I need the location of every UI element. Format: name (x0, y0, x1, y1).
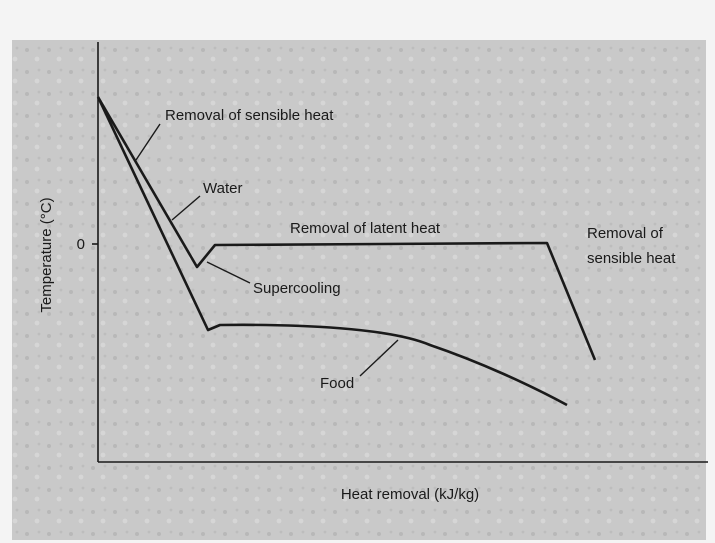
food-curve (96, 96, 568, 407)
annotation: Removal of (587, 225, 664, 242)
x-axis-label: Heat removal (kJ/kg) (341, 486, 479, 503)
annotation: Removal of sensible heat (165, 107, 334, 124)
water-curve (96, 96, 597, 361)
annotation: Removal of latent heat (290, 220, 441, 237)
leader (359, 339, 399, 377)
annotation: sensible heat (587, 250, 676, 267)
leader (206, 261, 251, 284)
annotation: Water (203, 180, 242, 197)
leader (135, 123, 161, 161)
y-axis-label: Temperature (°C) (38, 197, 55, 312)
annotation: Food (320, 375, 354, 392)
leader (171, 195, 201, 221)
background-panel (12, 40, 706, 540)
annotation: Supercooling (253, 280, 341, 297)
y-tick-label: 0 (77, 236, 85, 253)
